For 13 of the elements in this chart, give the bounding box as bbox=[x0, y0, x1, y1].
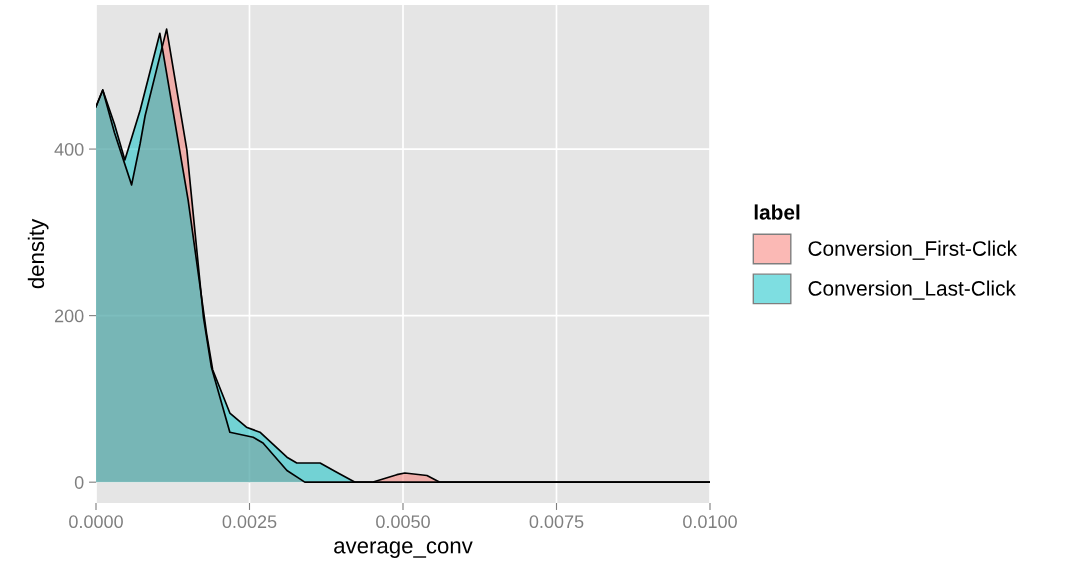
y-tick-label: 200 bbox=[54, 309, 84, 323]
x-axis-title: average_conv bbox=[334, 541, 473, 558]
x-tick-label: 0.0100 bbox=[683, 515, 737, 529]
x-tick-label: 0.0075 bbox=[529, 515, 584, 529]
x-tick-label: 0.0000 bbox=[69, 515, 123, 529]
y-axis-title: density bbox=[27, 218, 49, 289]
legend-label: Conversion_First-Click bbox=[808, 240, 1018, 260]
x-tick-label: 0.0050 bbox=[376, 515, 430, 529]
x-tick-label: 0.0025 bbox=[222, 515, 277, 529]
y-tick-label: 400 bbox=[54, 143, 84, 156]
y-tick-label: 0 bbox=[74, 476, 84, 489]
legend-label: Conversion_Last-Click bbox=[808, 280, 1016, 300]
legend-title: label bbox=[754, 204, 800, 220]
